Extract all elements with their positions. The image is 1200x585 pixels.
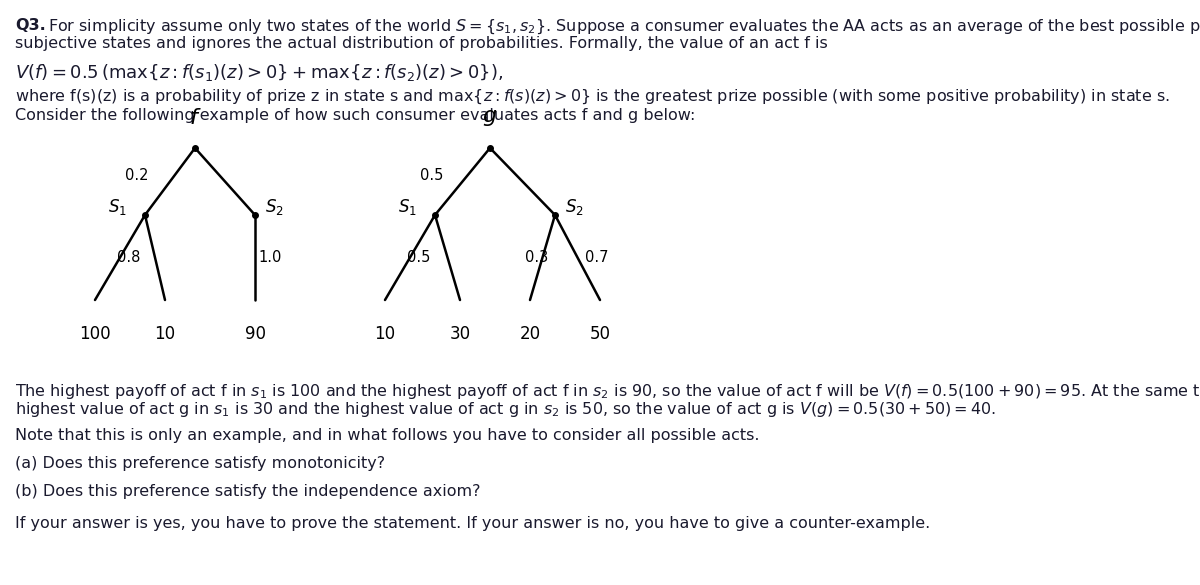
Text: where f(s)(z) is a probability of prize z in state s and $\max\{z : f(s)(z) > 0\: where f(s)(z) is a probability of prize … (14, 88, 1170, 106)
Text: $S_1$: $S_1$ (108, 197, 127, 217)
Text: Note that this is only an example, and in what follows you have to consider all : Note that this is only an example, and i… (14, 428, 760, 443)
Text: (a) Does this preference satisfy monotonicity?: (a) Does this preference satisfy monoton… (14, 456, 385, 471)
Text: $S_1$: $S_1$ (398, 197, 418, 217)
Text: 10: 10 (155, 325, 175, 343)
Text: $V(f) = 0.5\,(\max\{z : f(s_1)(z) > 0\} + \max\{z : f(s_2)(z) > 0\}),$: $V(f) = 0.5\,(\max\{z : f(s_1)(z) > 0\} … (14, 62, 504, 83)
Text: highest value of act g in $s_1$ is 30 and the highest value of act g in $s_2$ is: highest value of act g in $s_1$ is 30 an… (14, 400, 996, 419)
Text: Q3.: Q3. (14, 18, 46, 33)
Text: $S_2$: $S_2$ (265, 197, 284, 217)
Text: 1.0: 1.0 (258, 250, 281, 266)
Text: 0.3: 0.3 (524, 250, 548, 266)
Text: Consider the following example of how such consumer evaluates acts f and g below: Consider the following example of how su… (14, 108, 695, 123)
Text: 0.5: 0.5 (420, 168, 443, 184)
Text: 20: 20 (520, 325, 540, 343)
Text: For simplicity assume only two states of the world $S = \{s_1, s_2\}$. Suppose a: For simplicity assume only two states of… (48, 18, 1200, 36)
Text: (b) Does this preference satisfy the independence axiom?: (b) Does this preference satisfy the ind… (14, 484, 480, 499)
Text: $f$: $f$ (188, 108, 202, 128)
Text: 0.5: 0.5 (407, 250, 430, 266)
Text: 10: 10 (374, 325, 396, 343)
Text: 0.7: 0.7 (586, 250, 608, 266)
Text: $g$: $g$ (482, 108, 498, 128)
Text: The highest payoff of act f in $s_1$ is 100 and the highest payoff of act f in $: The highest payoff of act f in $s_1$ is … (14, 382, 1200, 401)
Text: 0.2: 0.2 (125, 168, 148, 184)
Text: 100: 100 (79, 325, 110, 343)
Text: 0.8: 0.8 (116, 250, 140, 266)
Text: 30: 30 (450, 325, 470, 343)
Text: If your answer is yes, you have to prove the statement. If your answer is no, yo: If your answer is yes, you have to prove… (14, 516, 930, 531)
Text: 90: 90 (245, 325, 265, 343)
Text: 50: 50 (589, 325, 611, 343)
Text: subjective states and ignores the actual distribution of probabilities. Formally: subjective states and ignores the actual… (14, 36, 828, 51)
Text: $S_2$: $S_2$ (565, 197, 584, 217)
